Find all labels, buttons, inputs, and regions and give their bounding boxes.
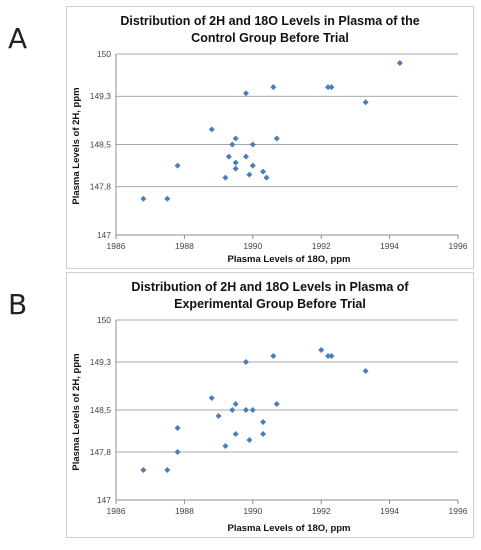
chart-a-x-tick-label: 1994 bbox=[380, 241, 399, 251]
chart-b-data-point bbox=[164, 467, 171, 473]
chart-b-title-line-1: Distribution of 2H and 18O Levels in Pla… bbox=[131, 280, 409, 294]
chart-a-plot-area: 147 147,8 148,5 149,3 150 1986 1988 1990 1992 199… bbox=[90, 49, 468, 251]
chart-b-data-point bbox=[242, 359, 249, 365]
chart-b-data-point bbox=[174, 425, 181, 431]
chart-a-y-tick-label: 147,8 bbox=[90, 182, 112, 192]
chart-b-svg: Distribution of 2H and 18O Levels in Pla… bbox=[71, 280, 468, 534]
chart-b-x-axis-label: Plasma Levels of 18O, ppm bbox=[227, 523, 350, 534]
chart-b-data-point bbox=[362, 368, 369, 374]
chart-b-x-tick-label: 1992 bbox=[312, 506, 331, 516]
chart-b-data-point bbox=[325, 353, 332, 359]
chart-a-x-tick-label: 1996 bbox=[449, 241, 468, 251]
chart-a-data-point bbox=[273, 135, 280, 142]
chart-b-data-point bbox=[215, 413, 222, 419]
chart-a-y-tick-label: 147 bbox=[97, 230, 111, 240]
chart-b-data-point bbox=[174, 449, 181, 455]
chart-b-data-point bbox=[208, 395, 215, 401]
chart-b-data-point bbox=[229, 407, 236, 413]
chart-b-plot-area: 147 147,8 148,5 149,3 150 1986 1988 1990 1992 199… bbox=[90, 315, 468, 516]
chart-a-data-point bbox=[396, 60, 403, 67]
chart-b-data-point bbox=[222, 443, 229, 449]
chart-a-data-point bbox=[229, 141, 236, 148]
chart-a-data-point bbox=[225, 153, 232, 160]
chart-a-y-tick-label: 150 bbox=[97, 49, 111, 59]
chart-b-data-point bbox=[318, 347, 325, 353]
chart-a-data-point bbox=[260, 168, 267, 175]
chart-a-x-axis-label: Plasma Levels of 18O, ppm bbox=[227, 254, 350, 265]
chart-b-data-point bbox=[232, 431, 239, 437]
chart-b-x-tick-label: 1986 bbox=[107, 506, 126, 516]
chart-b-y-tick-label: 150 bbox=[97, 315, 111, 325]
chart-a-data-point bbox=[140, 195, 147, 202]
chart-b-data-point bbox=[273, 401, 280, 407]
chart-b: Distribution of 2H and 18O Levels in Pla… bbox=[66, 272, 474, 538]
chart-a-data-point bbox=[328, 84, 335, 91]
chart-a-title-line-2: Control Group Before Trial bbox=[191, 31, 349, 45]
chart-b-data-point bbox=[232, 401, 239, 407]
chart-b-data-point bbox=[260, 419, 267, 425]
chart-a-y-tick-label: 148,5 bbox=[90, 140, 112, 150]
chart-a-data-point bbox=[174, 162, 181, 169]
chart-a-x-tick-label: 1988 bbox=[175, 241, 194, 251]
chart-b-data-point bbox=[246, 437, 253, 443]
chart-a-data-point bbox=[249, 141, 256, 148]
chart-b-x-tick-label: 1988 bbox=[175, 506, 194, 516]
chart-b-title-line-2: Experimental Group Before Trial bbox=[174, 297, 366, 311]
chart-b-data-point bbox=[140, 467, 147, 473]
chart-a-x-tick-label: 1992 bbox=[312, 241, 331, 251]
chart-b-y-tick-label: 147 bbox=[97, 495, 111, 505]
chart-a-svg: Distribution of 2H and 18O Levels in Pla… bbox=[71, 14, 468, 265]
chart-a-data-point bbox=[208, 126, 215, 133]
chart-a-data-point bbox=[270, 84, 277, 91]
chart-a-data-point bbox=[325, 84, 332, 91]
chart-b-y-axis-label: Plasma Levels of 2H, ppm bbox=[71, 353, 82, 470]
chart-a-x-tick-label: 1986 bbox=[107, 241, 126, 251]
chart-b-data-point bbox=[249, 407, 256, 413]
chart-b-data-point bbox=[242, 407, 249, 413]
chart-b-y-tick-label: 148,5 bbox=[90, 405, 112, 415]
chart-b-x-tick-label: 1996 bbox=[449, 506, 468, 516]
panel-letter-a: A bbox=[8, 22, 28, 55]
chart-b-y-tick-label: 147,8 bbox=[90, 447, 112, 457]
chart-b-x-tick-label: 1990 bbox=[243, 506, 262, 516]
chart-a: Distribution of 2H and 18O Levels in Pla… bbox=[66, 6, 474, 269]
chart-a-data-point bbox=[249, 162, 256, 169]
chart-a-data-point bbox=[232, 159, 239, 166]
chart-a-data-point bbox=[362, 99, 369, 106]
chart-a-data-point bbox=[242, 90, 249, 97]
chart-b-x-tick-label: 1994 bbox=[380, 506, 399, 516]
chart-a-data-point bbox=[242, 153, 249, 160]
chart-a-data-point bbox=[263, 174, 270, 181]
chart-a-data-point bbox=[164, 195, 171, 202]
chart-a-title-line-1: Distribution of 2H and 18O Levels in Pla… bbox=[120, 14, 419, 28]
chart-a-x-tick-label: 1990 bbox=[243, 241, 262, 251]
chart-a-data-point bbox=[232, 135, 239, 142]
chart-b-data-point bbox=[270, 353, 277, 359]
panel-letter-b: B bbox=[8, 288, 28, 321]
chart-b-data-point bbox=[260, 431, 267, 437]
chart-b-data-point bbox=[328, 353, 335, 359]
chart-a-y-axis-label: Plasma Levels of 2H, ppm bbox=[71, 87, 82, 204]
chart-a-y-tick-label: 149,3 bbox=[90, 91, 112, 101]
chart-a-data-point bbox=[246, 171, 253, 178]
chart-a-data-point bbox=[232, 165, 239, 172]
chart-b-y-tick-label: 149,3 bbox=[90, 357, 112, 367]
chart-a-data-point bbox=[222, 174, 229, 181]
